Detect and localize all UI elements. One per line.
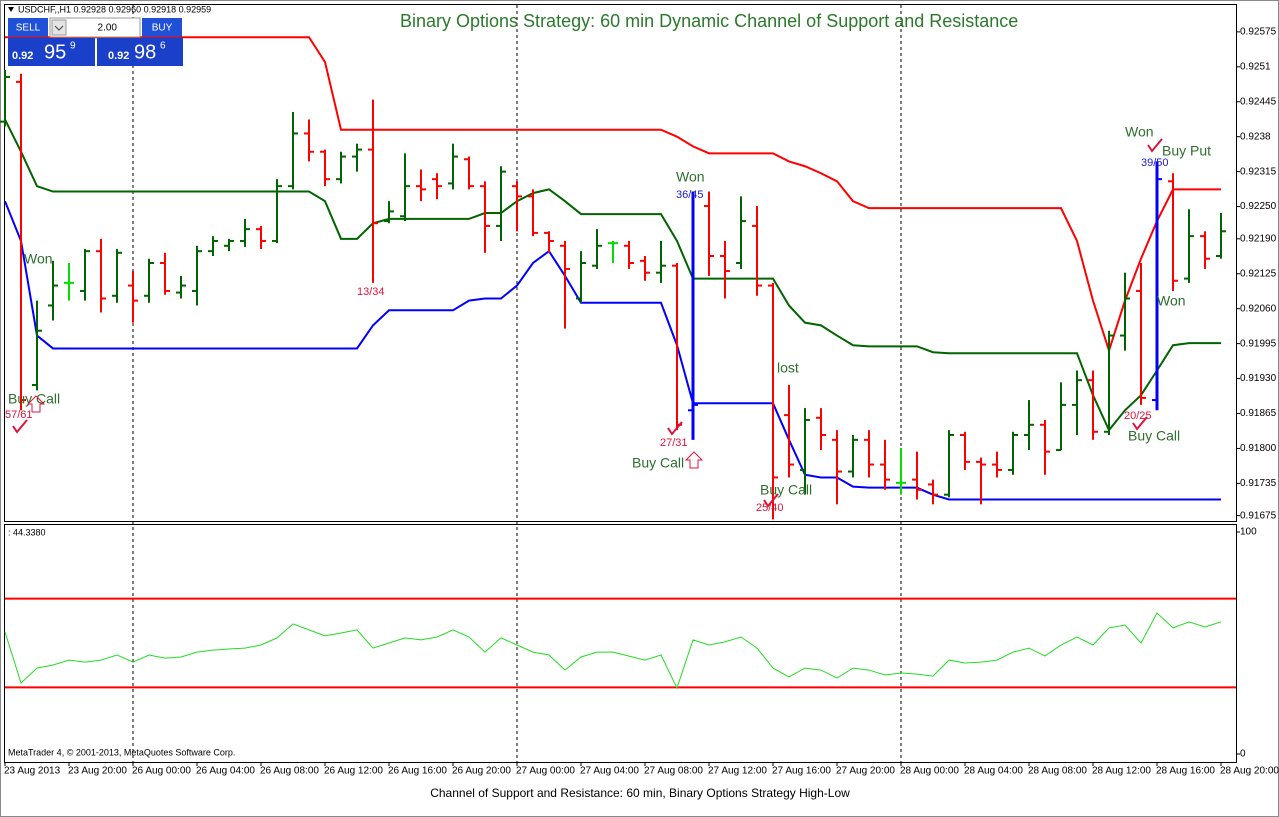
indicator-panel — [4, 524, 1237, 763]
buy-price-pip: 6 — [160, 41, 166, 52]
check-mark — [12, 419, 28, 434]
check-mark — [763, 493, 779, 508]
sell-price-base: 0.92 — [12, 50, 33, 62]
annotation: 36/45 — [676, 189, 704, 201]
x-tick-label: 27 Aug 20:00 — [836, 766, 895, 777]
y-tick-label: 0.92445 — [1240, 96, 1277, 107]
annotation: lost — [777, 360, 799, 376]
symbol-icon — [8, 7, 14, 12]
check-mark — [1132, 416, 1148, 431]
lot-value[interactable]: 2.00 — [98, 23, 118, 34]
buy-price-big: 98 — [134, 41, 156, 63]
check-mark — [667, 421, 683, 436]
buy-price-box[interactable] — [97, 38, 183, 66]
y-tick-label: 0.92125 — [1240, 268, 1277, 279]
chart-title: Binary Options Strategy: 60 min Dynamic … — [400, 11, 1018, 31]
caption: Channel of Support and Resistance: 60 mi… — [430, 786, 850, 800]
annotation: 27/31 — [660, 437, 688, 449]
x-tick-label: 27 Aug 16:00 — [772, 766, 831, 777]
y-tick-label: 0.92060 — [1240, 303, 1277, 314]
y-tick-label: 0 — [1240, 749, 1246, 760]
annotation: 39/50 — [1141, 157, 1169, 169]
annotation: Won — [676, 169, 705, 185]
y-tick-label: 0.92575 — [1240, 27, 1277, 38]
symbol-info: USDCHF,,H1 0.92928 0.92960 0.92918 0.929… — [18, 4, 211, 14]
y-tick-label: 0.91675 — [1240, 510, 1277, 521]
y-tick-label: 0.91865 — [1240, 408, 1277, 419]
signal-icons — [12, 138, 1163, 508]
annotation: 25/40 — [756, 502, 784, 514]
x-tick-label: 28 Aug 20:00 — [1220, 766, 1279, 777]
y-tick-label: 0.91800 — [1240, 443, 1277, 454]
main-panel — [4, 4, 1237, 522]
copyright: MetaTrader 4, © 2001-2013, MetaQuotes So… — [8, 747, 235, 757]
x-tick-label: 26 Aug 00:00 — [132, 766, 191, 777]
sell-label[interactable]: SELL — [16, 23, 41, 34]
x-tick-label: 28 Aug 16:00 — [1156, 766, 1215, 777]
channel-line — [4, 200, 1221, 501]
indicator-label: : 44.3380 — [8, 527, 46, 537]
sell-price-big: 95 — [44, 41, 66, 63]
up-arrow — [26, 395, 46, 413]
check-mark — [1147, 138, 1163, 153]
annotation: Won — [1125, 124, 1154, 140]
indicator-line — [4, 612, 1222, 690]
y-tick-label: 0.92190 — [1240, 233, 1277, 244]
y-tick-label: 0.9238 — [1240, 131, 1271, 142]
x-tick-label: 26 Aug 12:00 — [324, 766, 383, 777]
x-tick-label: 27 Aug 00:00 — [516, 766, 575, 777]
annotation: Buy Call — [8, 391, 60, 407]
x-tick-label: 28 Aug 00:00 — [900, 766, 959, 777]
annotation: Won — [24, 251, 53, 267]
y-tick-label: 0.91930 — [1240, 373, 1277, 384]
y-tick-label: 0.91735 — [1240, 478, 1277, 489]
x-tick-label: 27 Aug 08:00 — [644, 766, 703, 777]
annotation: Buy Call — [1128, 428, 1180, 444]
x-tick-label: 28 Aug 04:00 — [964, 766, 1023, 777]
y-tick-label: 0.9251 — [1240, 61, 1271, 72]
spinner-arrow — [54, 25, 64, 31]
annotation: Won — [1157, 293, 1186, 309]
annotation: 20/25 — [1124, 410, 1152, 422]
sell-price-box[interactable] — [8, 38, 95, 66]
trade-panel: SELL 2.00 BUY 0.92 95 9 0.92 98 6 — [8, 17, 183, 66]
channel-line — [5, 36, 1221, 354]
sell-button[interactable] — [8, 18, 48, 37]
sell-price-pip: 9 — [70, 41, 76, 52]
x-tick-label: 28 Aug 08:00 — [1028, 766, 1087, 777]
lot-field[interactable] — [49, 17, 141, 38]
annotation: Buy Put — [1162, 143, 1211, 159]
x-tick-label: 26 Aug 16:00 — [388, 766, 447, 777]
buy-price-base: 0.92 — [108, 50, 129, 62]
x-tick-label: 26 Aug 20:00 — [452, 766, 511, 777]
buy-button[interactable] — [142, 18, 182, 37]
up-arrow — [684, 451, 704, 469]
lot-spinner[interactable] — [51, 19, 67, 36]
y-tick-label: 100 — [1240, 527, 1257, 538]
x-tick-label: 23 Aug 2013 — [4, 766, 61, 777]
annotation: 57/61 — [5, 409, 33, 421]
x-tick-label: 27 Aug 12:00 — [708, 766, 767, 777]
annotation: 13/34 — [357, 286, 385, 298]
x-tick-label: 26 Aug 08:00 — [260, 766, 319, 777]
x-tick-label: 26 Aug 04:00 — [196, 766, 255, 777]
y-tick-label: 0.92315 — [1240, 166, 1277, 177]
plot-layer: 0.92575 0.9251 0.92445 0.9238 0.92315 0.92250… — [0, 27, 1279, 777]
channel-line — [4, 119, 1221, 433]
buy-label[interactable]: BUY — [152, 23, 173, 34]
x-tick-label: 27 Aug 04:00 — [580, 766, 639, 777]
x-tick-label: 28 Aug 12:00 — [1092, 766, 1151, 777]
x-tick-label: 23 Aug 20:00 — [68, 766, 127, 777]
y-tick-label: 0.92250 — [1240, 201, 1277, 212]
y-tick-label: 0.91995 — [1240, 338, 1277, 349]
annotation: Buy Call — [760, 482, 812, 498]
annotation: Buy Call — [632, 455, 684, 471]
